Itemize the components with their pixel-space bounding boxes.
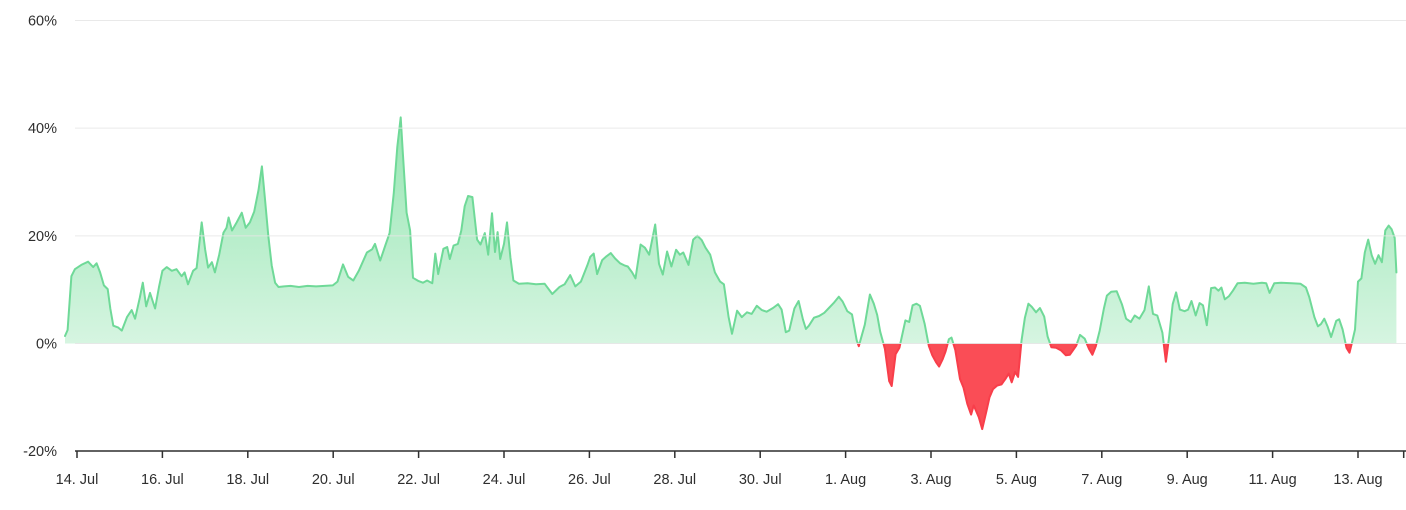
- x-tick-label: 14. Jul: [56, 472, 99, 488]
- y-axis-label: 20%: [28, 229, 57, 245]
- x-tick-label: 7. Aug: [1081, 472, 1122, 488]
- gridlines-group: [75, 20, 1406, 344]
- x-tick-label: 26. Jul: [568, 472, 611, 488]
- x-tick-label: 13. Aug: [1333, 472, 1382, 488]
- x-axis-group: 14. Jul 16. Jul 18. Jul 20. Jul 22. Jul 24. J…: [56, 450, 1406, 488]
- y-axis-label: 0%: [36, 337, 57, 353]
- x-tick-label: 20. Jul: [312, 472, 355, 488]
- y-axis-label: -20%: [23, 444, 57, 460]
- y-axis-label: 60%: [28, 14, 57, 30]
- x-tick-label: 1. Aug: [825, 472, 866, 488]
- x-tick-label: 28. Jul: [653, 472, 696, 488]
- x-tick-label: 18. Jul: [226, 472, 269, 488]
- area-series-positive-fill: [65, 117, 1397, 344]
- y-axis-label: 40%: [28, 121, 57, 137]
- x-tick-label: 24. Jul: [483, 472, 526, 488]
- x-tick-label: 3. Aug: [910, 472, 951, 488]
- x-tick-label: 16. Jul: [141, 472, 184, 488]
- x-tick-label: 11. Aug: [1249, 472, 1297, 488]
- x-tick-label: 9. Aug: [1167, 472, 1208, 488]
- series-group: [64, 116, 1398, 431]
- series-line-positive: [64, 116, 1398, 344]
- x-tick-label: 22. Jul: [397, 472, 440, 488]
- x-tick-label: 5. Aug: [996, 472, 1037, 488]
- y-axis-labels: -20% 0% 20% 40% 60%: [23, 14, 57, 461]
- x-tick-label: 30. Jul: [739, 472, 782, 488]
